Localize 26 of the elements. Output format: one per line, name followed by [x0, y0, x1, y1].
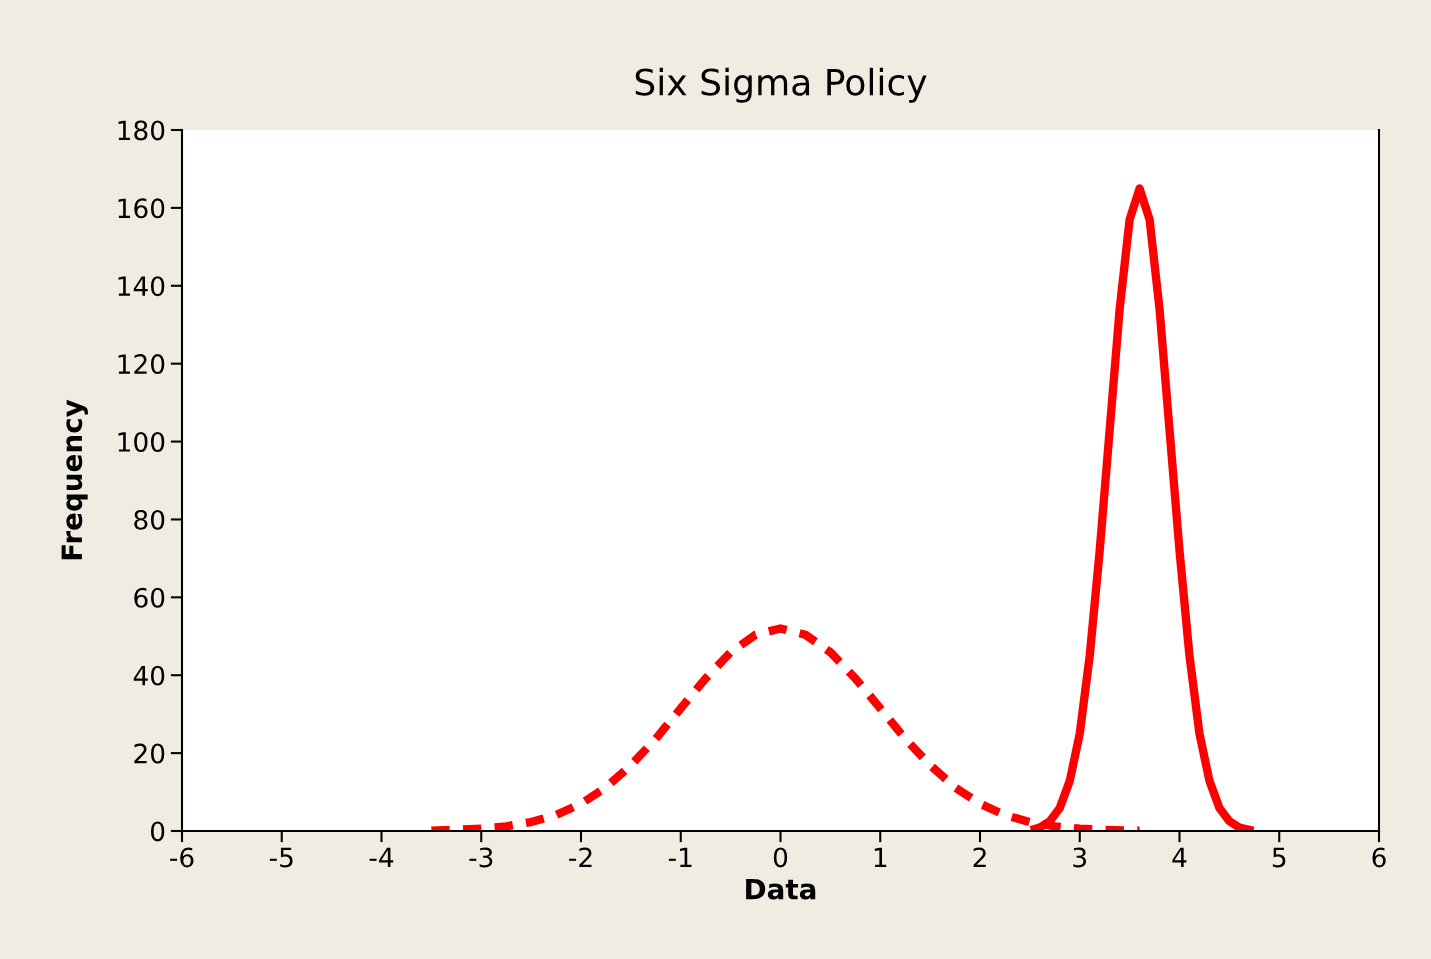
- y-tick-label: 60: [134, 587, 165, 608]
- y-tick-label: 180: [118, 120, 165, 141]
- x-tick-label: 3: [1073, 847, 1087, 868]
- x-tick-label: 1: [874, 847, 887, 868]
- y-tick-label: 40: [133, 665, 165, 686]
- x-tick-label: 5: [1272, 847, 1286, 868]
- x-tick-label: -4: [369, 847, 394, 868]
- y-axis-title: Frequency: [61, 399, 88, 560]
- y-tick-label: 0: [150, 821, 165, 842]
- x-tick-label: 6: [1372, 847, 1386, 868]
- x-axis-title: Data: [746, 878, 816, 900]
- x-tick-label: -1: [668, 847, 692, 868]
- x-tick-label: 0: [773, 847, 788, 868]
- x-tick-label: 2: [973, 847, 986, 868]
- y-tick-label: 120: [118, 354, 165, 375]
- x-tick-label: 4: [1172, 847, 1187, 868]
- chart-title: Six Sigma Policy: [635, 67, 927, 103]
- y-tick-label: 160: [118, 198, 165, 219]
- x-tick-label: -2: [569, 847, 592, 868]
- x-tick-label: -6: [170, 847, 194, 868]
- y-tick-label: 100: [118, 432, 165, 452]
- y-tick-label: 140: [118, 276, 165, 297]
- x-tick-label: -5: [269, 847, 293, 868]
- y-tick-label: 20: [134, 743, 165, 764]
- y-tick-label: 80: [134, 509, 165, 530]
- x-tick-label: -3: [469, 847, 493, 868]
